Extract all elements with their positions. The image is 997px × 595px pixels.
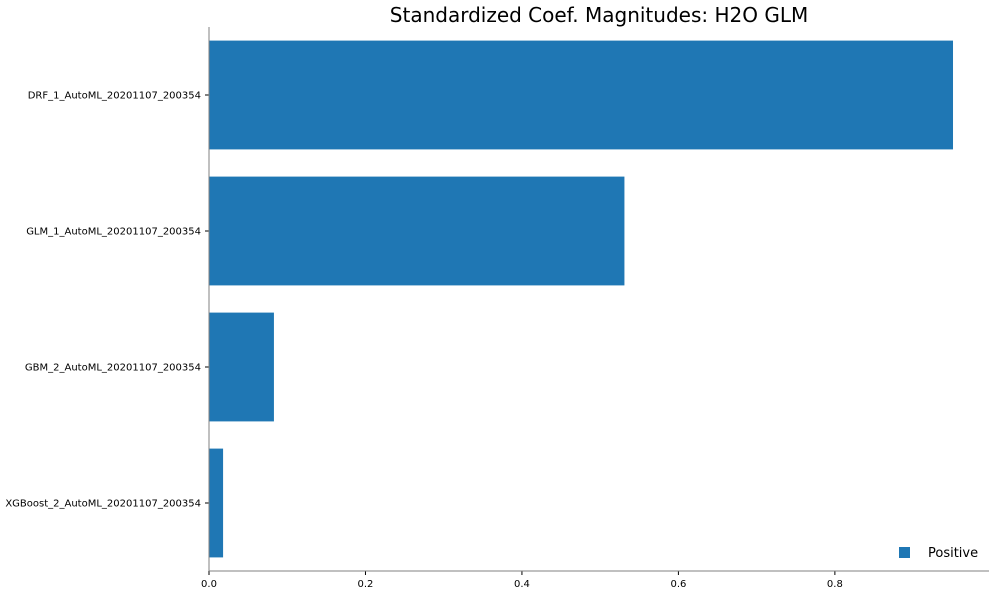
x-tick-label: 0.4 [514,579,530,590]
x-tick-label: 0.6 [670,579,686,590]
x-tick-label: 0.8 [827,579,843,590]
x-tick-label: 0.0 [201,579,217,590]
x-axis-ticks: 0.0 0.2 0.4 0.6 0.8 [201,571,843,590]
y-tick-label: GLM_1_AutoML_20201107_200354 [26,227,201,238]
bar-2 [209,176,625,286]
legend: Positive [899,546,978,561]
y-tick-label: DRF_1_AutoML_20201107_200354 [28,91,201,102]
y-tick-label: GBM_2_AutoML_20201107_200354 [25,363,201,374]
y-tick-label: XGBoost_2_AutoML_20201107_200354 [5,499,201,510]
x-tick-label: 0.2 [358,579,374,590]
bars-group [209,40,954,558]
bar-1 [209,40,954,150]
legend-swatch-positive [899,547,910,558]
bar-4 [209,448,224,558]
chart-title: Standardized Coef. Magnitudes: H2O GLM [390,3,808,27]
y-axis-ticks: DRF_1_AutoML_20201107_200354 GLM_1_AutoML… [5,91,209,510]
legend-label-positive: Positive [928,546,978,561]
bar-3 [209,312,274,422]
